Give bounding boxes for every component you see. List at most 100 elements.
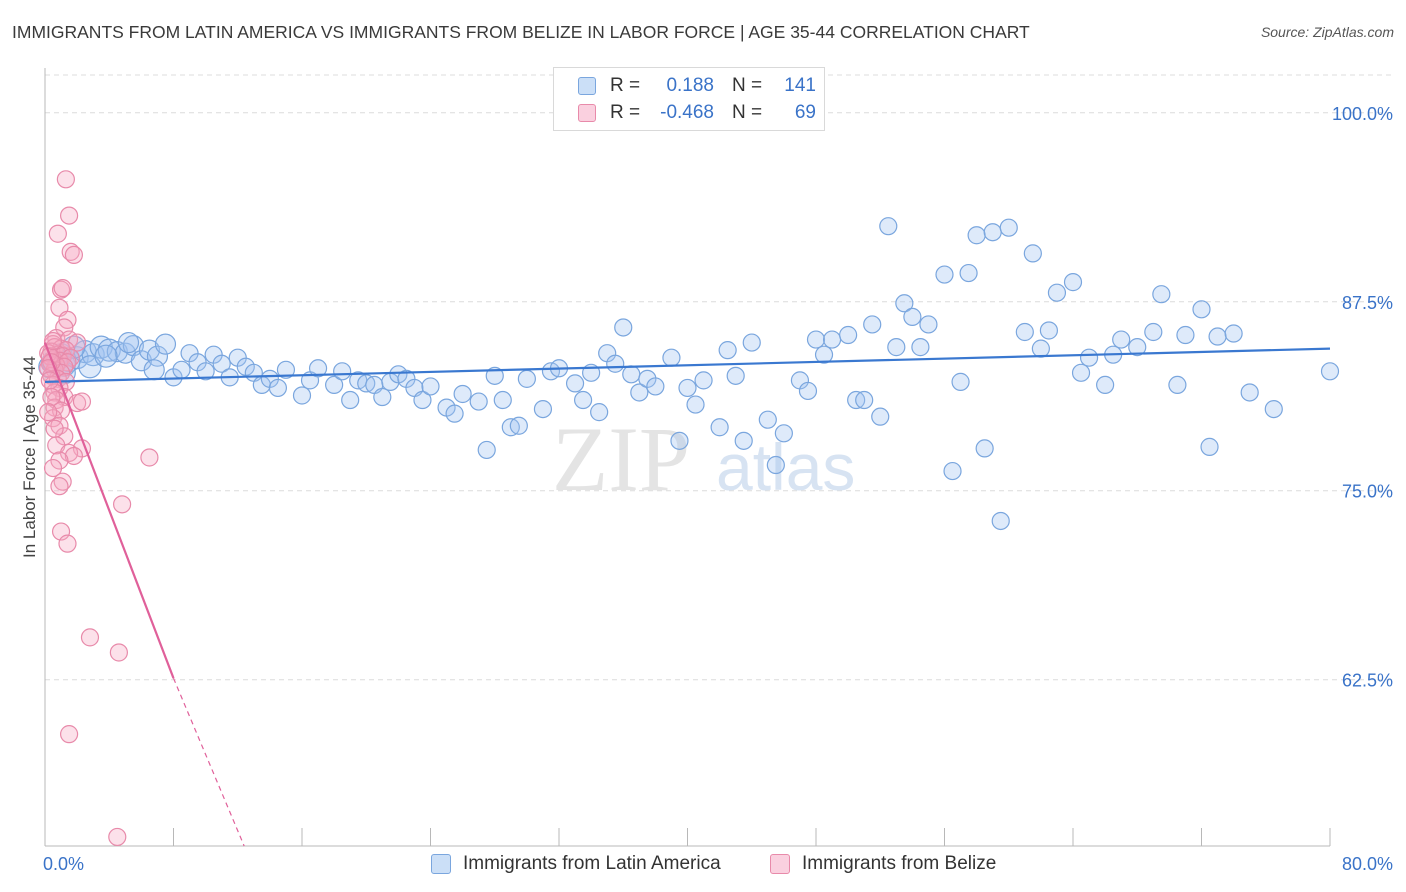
data-point-latin-america bbox=[276, 360, 296, 379]
data-point-latin-america bbox=[959, 263, 978, 283]
data-point-belize bbox=[45, 419, 64, 438]
data-point-belize bbox=[59, 725, 79, 744]
data-point-latin-america bbox=[742, 333, 761, 352]
data-point-latin-america bbox=[1079, 348, 1099, 367]
y-tick-label: 87.5% bbox=[1342, 293, 1393, 313]
data-point-latin-america bbox=[863, 315, 882, 334]
legend-n-label: N = bbox=[732, 102, 763, 123]
data-point-latin-america bbox=[1152, 285, 1171, 304]
data-point-latin-america bbox=[1208, 327, 1227, 346]
data-point-latin-america bbox=[1015, 322, 1034, 342]
data-point-belize bbox=[43, 331, 63, 351]
data-point-latin-america bbox=[573, 390, 593, 410]
data-point-belize bbox=[59, 443, 79, 463]
data-point-belize bbox=[108, 827, 127, 847]
data-point-latin-america bbox=[1023, 244, 1042, 263]
data-point-belize bbox=[64, 245, 84, 264]
data-point-latin-america bbox=[146, 345, 169, 367]
legend-n-label: N = bbox=[732, 75, 763, 96]
data-point-latin-america bbox=[1144, 322, 1163, 342]
data-point-latin-america bbox=[1112, 330, 1131, 349]
data-point-latin-america bbox=[509, 416, 528, 435]
data-point-belize bbox=[112, 495, 132, 514]
data-point-latin-america bbox=[734, 431, 753, 450]
watermark-atlas: atlas bbox=[716, 430, 855, 504]
trend-line-belize-extension bbox=[172, 677, 245, 847]
data-point-latin-america bbox=[533, 400, 553, 419]
data-point-belize bbox=[140, 448, 159, 467]
series-belize bbox=[39, 170, 159, 847]
x-tick-label: 80.0% bbox=[1342, 854, 1393, 874]
data-point-latin-america bbox=[1320, 362, 1340, 381]
y-axis-label: In Labor Force | Age 35-44 bbox=[20, 356, 39, 558]
data-point-latin-america bbox=[590, 403, 609, 422]
x-tick-label: 0.0% bbox=[43, 854, 84, 874]
data-point-belize bbox=[50, 416, 69, 435]
data-point-latin-america bbox=[718, 341, 737, 360]
data-point-latin-america bbox=[943, 461, 962, 481]
data-point-latin-america bbox=[1168, 375, 1187, 395]
data-point-latin-america bbox=[678, 378, 697, 398]
data-point-latin-america bbox=[97, 338, 121, 362]
data-point-belize bbox=[109, 643, 128, 662]
data-point-belize bbox=[59, 206, 79, 225]
data-point-latin-america bbox=[999, 218, 1018, 237]
bottom-legend-label-blue: Immigrants from Latin America bbox=[463, 853, 721, 874]
data-point-latin-america bbox=[686, 395, 705, 414]
data-point-latin-america bbox=[1240, 383, 1259, 402]
data-point-latin-america bbox=[212, 354, 231, 373]
source-credit: Source: ZipAtlas.com bbox=[1260, 24, 1394, 40]
data-point-latin-america bbox=[1063, 273, 1083, 292]
data-point-latin-america bbox=[1039, 321, 1059, 340]
data-point-belize bbox=[56, 170, 75, 189]
data-point-latin-america bbox=[1264, 400, 1283, 419]
data-point-latin-america bbox=[694, 371, 713, 390]
data-point-latin-america bbox=[919, 315, 938, 334]
trend-lines bbox=[43, 342, 1331, 847]
data-point-latin-america bbox=[903, 307, 922, 326]
data-point-latin-america bbox=[1224, 324, 1243, 343]
data-point-latin-america bbox=[117, 331, 140, 354]
y-tick-label: 75.0% bbox=[1342, 482, 1393, 502]
data-point-latin-america bbox=[774, 424, 793, 443]
data-point-belize bbox=[39, 403, 58, 422]
data-point-latin-america bbox=[951, 372, 970, 391]
data-point-latin-america bbox=[975, 439, 994, 458]
legend-r-label: R = bbox=[610, 75, 641, 96]
series-latin-america bbox=[38, 217, 1340, 531]
data-point-latin-america bbox=[670, 431, 689, 450]
data-point-belize bbox=[53, 279, 72, 298]
data-point-latin-america bbox=[308, 359, 328, 378]
data-point-latin-america bbox=[935, 265, 954, 284]
data-point-belize bbox=[58, 534, 77, 553]
data-point-latin-america bbox=[1176, 325, 1195, 345]
data-point-latin-america bbox=[855, 390, 874, 410]
chart-title: IMMIGRANTS FROM LATIN AMERICA VS IMMIGRA… bbox=[12, 22, 1030, 42]
data-point-latin-america bbox=[991, 511, 1010, 531]
data-point-latin-america bbox=[911, 338, 930, 357]
bottom-legend-blue: Immigrants from Latin America bbox=[431, 852, 721, 876]
legend-row-blue: R = 0.188 N = 141 bbox=[578, 74, 816, 98]
y-tick-label: 100.0% bbox=[1332, 104, 1393, 124]
data-point-belize bbox=[42, 387, 61, 407]
data-point-latin-america bbox=[477, 440, 496, 460]
data-point-latin-america bbox=[445, 404, 464, 423]
data-point-latin-america bbox=[325, 375, 344, 395]
data-point-latin-america bbox=[983, 223, 1002, 242]
legend-n-value: 141 bbox=[784, 75, 816, 96]
legend-swatch-blue bbox=[578, 77, 596, 95]
data-point-latin-america bbox=[662, 348, 681, 367]
data-point-latin-america bbox=[895, 294, 914, 313]
data-point-belize bbox=[48, 224, 67, 243]
data-point-latin-america bbox=[517, 369, 536, 388]
legend-row-pink: R = -0.468 N = 69 bbox=[578, 101, 816, 125]
data-point-latin-america bbox=[78, 355, 102, 379]
data-point-latin-america bbox=[726, 366, 745, 385]
data-point-latin-america bbox=[630, 383, 649, 402]
legend-r-value: -0.468 bbox=[660, 102, 714, 123]
data-point-latin-america bbox=[292, 386, 312, 405]
watermark-zip: ZIP bbox=[552, 408, 690, 510]
data-point-latin-america bbox=[766, 455, 785, 475]
bottom-legend-swatch-blue bbox=[431, 854, 451, 874]
